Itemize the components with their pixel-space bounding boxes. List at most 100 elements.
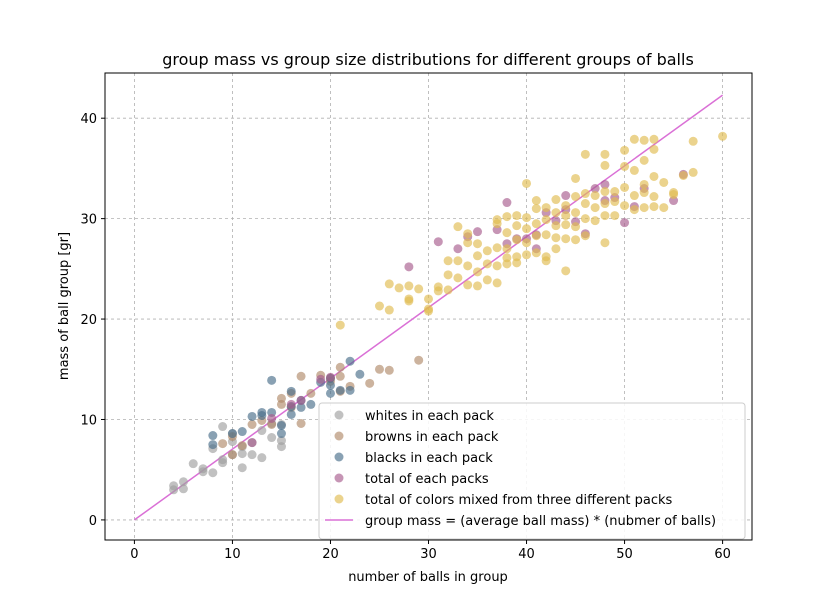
legend-label: blacks in each pack — [365, 451, 493, 466]
data-point — [404, 262, 414, 272]
data-point — [629, 191, 639, 201]
x-tick-label: 20 — [322, 547, 339, 562]
data-point — [267, 375, 277, 385]
data-point — [561, 220, 571, 230]
data-point — [718, 131, 728, 141]
data-point — [178, 477, 188, 487]
data-point — [551, 208, 561, 218]
legend-marker — [334, 452, 344, 462]
data-point — [639, 155, 649, 165]
data-point — [473, 267, 483, 277]
data-point — [512, 221, 522, 231]
axis-ticks: 0 10 20 30 40 50 60 0 10 20 30 40 — [80, 112, 730, 562]
data-point — [541, 230, 551, 240]
data-point — [276, 399, 286, 409]
data-point — [208, 440, 218, 450]
data-point — [335, 371, 345, 381]
data-point — [492, 215, 502, 225]
data-point — [473, 281, 483, 291]
data-point — [316, 374, 326, 384]
data-point — [649, 171, 659, 181]
data-point — [404, 294, 414, 304]
data-point — [355, 369, 365, 379]
data-point — [218, 458, 228, 468]
data-point — [620, 182, 630, 192]
data-point — [512, 235, 522, 245]
data-point — [345, 385, 355, 395]
data-point — [286, 409, 296, 419]
data-point — [590, 203, 600, 213]
data-point — [639, 203, 649, 213]
data-point — [482, 259, 492, 269]
data-point — [169, 481, 179, 491]
data-point — [198, 464, 208, 474]
data-point — [629, 134, 639, 144]
data-point — [571, 192, 581, 202]
data-point — [610, 197, 620, 207]
x-tick-label: 40 — [518, 547, 535, 562]
data-point — [600, 199, 610, 209]
data-point — [600, 160, 610, 170]
data-point — [571, 173, 581, 183]
data-point — [218, 422, 228, 432]
data-point — [659, 177, 669, 187]
data-point — [629, 165, 639, 175]
legend-label: browns in each pack — [365, 430, 499, 445]
data-point — [325, 388, 335, 398]
data-point — [257, 410, 267, 420]
data-point — [384, 305, 394, 315]
data-point — [600, 149, 610, 159]
data-point — [649, 202, 659, 212]
data-point — [502, 253, 512, 263]
data-point — [384, 279, 394, 289]
legend-marker — [334, 494, 344, 504]
data-point — [296, 419, 306, 429]
series-4 — [335, 131, 728, 330]
data-point — [463, 229, 473, 239]
x-tick-label: 0 — [130, 547, 138, 562]
data-point — [463, 261, 473, 271]
data-point — [208, 431, 218, 441]
data-point — [414, 284, 424, 294]
data-point — [688, 167, 698, 177]
x-tick-label: 50 — [616, 547, 633, 562]
data-point — [610, 211, 620, 221]
data-point — [541, 215, 551, 225]
x-tick-label: 10 — [224, 547, 241, 562]
data-point — [433, 237, 443, 247]
legend-label: total of colors mixed from three differe… — [365, 493, 673, 508]
data-point — [306, 388, 316, 398]
data-point — [374, 301, 384, 311]
legend-label: group mass = (average ball mass) * (nubm… — [365, 514, 716, 529]
data-point — [492, 261, 502, 271]
data-point — [296, 395, 306, 405]
data-point — [502, 198, 512, 208]
legend-marker — [334, 431, 344, 441]
data-point — [237, 463, 247, 473]
data-point — [365, 378, 375, 388]
data-point — [473, 239, 483, 249]
data-point — [247, 420, 257, 430]
data-point — [325, 372, 335, 382]
y-tick-label: 0 — [89, 514, 97, 529]
data-point — [296, 402, 306, 412]
data-point — [306, 399, 316, 409]
data-point — [453, 244, 463, 254]
data-point — [590, 183, 600, 193]
data-point — [590, 216, 600, 226]
series-0 — [169, 419, 286, 495]
data-point — [424, 294, 433, 304]
data-point — [649, 134, 659, 144]
data-point — [571, 222, 581, 232]
data-point — [590, 191, 600, 201]
data-point — [482, 246, 492, 256]
data-point — [267, 413, 277, 423]
data-point — [473, 251, 483, 261]
data-point — [384, 365, 394, 375]
data-point — [531, 219, 541, 229]
chart-title: group mass vs group size distributions f… — [162, 50, 694, 69]
x-tick-label: 60 — [714, 547, 731, 562]
data-point — [580, 214, 590, 224]
data-point — [335, 320, 345, 330]
